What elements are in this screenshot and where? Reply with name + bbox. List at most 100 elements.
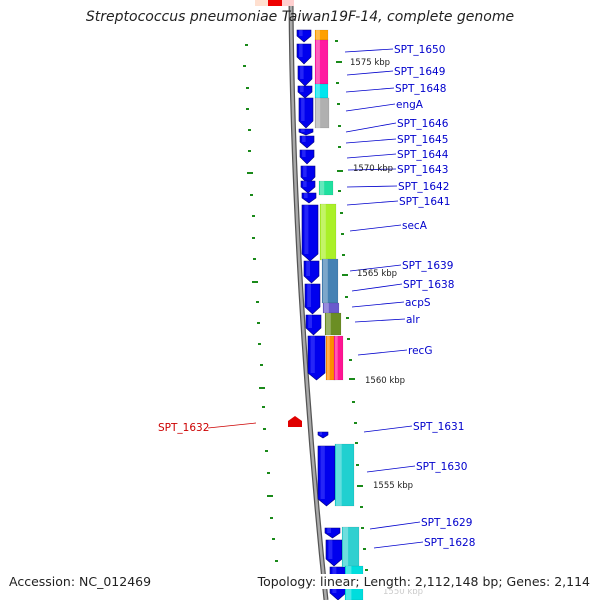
minor-ticks-left [243,44,278,562]
minor-tick-right-7 [341,233,344,235]
gene-label-spt-1645[interactable]: SPT_1645 [397,134,448,146]
gene-label-spt-1641[interactable]: SPT_1641 [399,196,450,208]
label-connector-2 [345,87,395,93]
minor-tick-left-17 [262,406,265,408]
gene-arrow-shine-5 [301,129,305,132]
label-connector-9 [346,200,399,206]
gene-label-alr[interactable]: alr [406,314,420,326]
gene-arrow-shine-14 [308,315,312,328]
label-connector-4 [345,122,397,133]
scale-label-1550: 1550 kbp [383,587,423,597]
minor-tick-right-19 [363,548,366,550]
gene-label-spt-1650[interactable]: SPT_1650 [394,44,445,56]
gene-label-spt-1649[interactable]: SPT_1649 [394,66,445,78]
scale-tick-1575 [336,61,342,63]
gene-label-spt-1631[interactable]: SPT_1631 [413,421,464,433]
minor-tick-left-1 [243,65,246,67]
scale-label-1565: 1565 kbp [357,269,397,279]
minor-tick-left-4 [248,129,251,131]
minor-tick-left-19 [265,450,268,452]
gene-labels: SPT_1650 SPT_1649 SPT_1648 engA SPT_1646… [158,44,475,549]
minor-tick-right-4 [338,146,341,148]
gene-label-spt-1630[interactable]: SPT_1630 [416,461,467,473]
minor-tick-right-10 [346,317,349,319]
minor-tick-right-6 [340,212,343,214]
gene-label-spt-1629[interactable]: SPT_1629 [421,517,472,529]
minor-tick-right-17 [360,506,363,508]
minor-tick-left-20 [267,472,270,474]
minor-tick-left-21 [267,495,273,497]
scale-tick-1570 [337,170,343,172]
gene-arrows [296,29,347,601]
label-connector-14 [354,318,406,323]
gene-arrow-shine-10 [304,193,308,198]
label-connector-0 [344,48,394,53]
gene-label-spt-1644[interactable]: SPT_1644 [397,149,449,161]
scale-tick-1565 [342,274,348,276]
minor-tick-right-2 [337,103,340,105]
gene-block-3 [314,97,330,129]
gene-arrow-shine-4 [301,98,305,121]
gene-label-spt-1643[interactable]: SPT_1643 [397,164,448,176]
label-connector-1 [346,70,394,76]
scale-tick-1560 [349,378,355,380]
gene-arrow-shine-3 [300,86,304,92]
top-marker-shadow [255,0,268,6]
chromosome-backbone-highlight [289,0,328,601]
scale-labels: 1575 kbp 1570 kbp 1565 kbp 1560 kbp 1555… [336,58,423,597]
gene-arrow-shine-13 [307,284,311,307]
gene-label-seca[interactable]: secA [402,220,428,232]
scale-label-1560: 1560 kbp [365,376,405,386]
label-connector-17 [366,465,416,473]
gene-arrow-shine-0 [299,30,303,36]
genome-title: Streptococcus pneumoniae Taiwan19F-14, c… [85,9,515,25]
label-connector-12 [351,283,403,292]
gene-label-spt-1638[interactable]: SPT_1638 [403,279,454,291]
gene-block-shine-4 [320,181,325,195]
gene-label-enga[interactable]: engA [396,99,424,111]
gene-arrow-shine-8 [303,166,307,177]
gene-block-shine-3 [316,98,321,128]
label-connector-11 [349,264,402,272]
gene-label-spt-1646[interactable]: SPT_1646 [397,118,449,130]
gene-label-spt-1648[interactable]: SPT_1648 [395,83,446,95]
minor-tick-left-13 [257,322,260,324]
gene-label-spt-1628[interactable]: SPT_1628 [424,537,475,549]
label-connector-6 [346,153,397,159]
gene-arrow-shine-9 [303,181,307,187]
gene-label-spt-1632[interactable]: SPT_1632 [158,422,209,434]
minor-tick-right-0 [335,40,338,42]
gene-label-spt-1642[interactable]: SPT_1642 [398,181,449,193]
minor-tick-right-14 [354,422,357,424]
minor-tick-left-5 [248,150,251,152]
gene-block-4 [318,180,334,196]
label-connector-15 [357,349,408,356]
gene-label-acps[interactable]: acpS [405,297,431,309]
gene-block-shine-8 [326,313,331,335]
minor-tick-right-11 [347,338,350,340]
gene-blocks [314,29,364,601]
minor-tick-left-6 [247,172,253,174]
minor-tick-left-22 [270,517,273,519]
minor-tick-left-9 [252,237,255,239]
gene-block-shine-7 [324,303,329,313]
minor-tick-right-20 [365,569,368,571]
gene-arrow-shine-16 [319,432,322,435]
gene-block-shine-1 [316,40,320,84]
gene-label-spt-1639[interactable]: SPT_1639 [402,260,453,272]
gene-block-shine-5 [321,204,326,260]
gene-label-recg[interactable]: recG [408,345,432,357]
minor-tick-right-13 [352,401,355,403]
minor-ticks-right [335,40,368,571]
minor-tick-left-7 [250,194,253,196]
minor-tick-right-9 [345,296,348,298]
gene-block-shine-11 [336,444,342,506]
top-marker [268,0,282,6]
minor-tick-right-3 [338,125,341,127]
gene-arrow-shine-15 [310,336,315,373]
minor-tick-right-15 [355,442,358,444]
minor-tick-left-18 [263,428,266,430]
gene-block-shine-2 [316,84,320,98]
